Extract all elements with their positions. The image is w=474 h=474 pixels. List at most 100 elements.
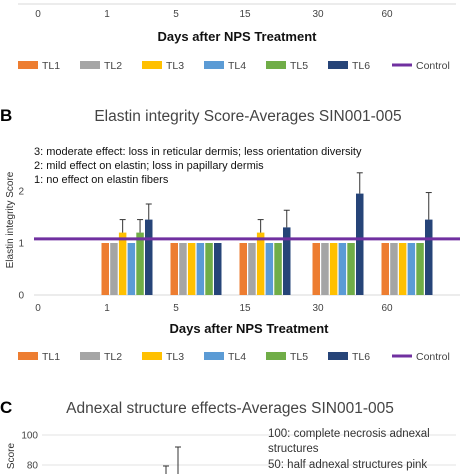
x-tick-label-60: 60: [381, 303, 393, 314]
chart-legend-swatch-tl4: [204, 352, 224, 360]
bar-tl5-day-1: [136, 232, 144, 295]
bar-tl3-day-60: [398, 243, 407, 295]
panel-c-note: structures: [268, 443, 319, 455]
bar-tl6-day-30: [356, 193, 364, 295]
panel-c-y-tick-80: 80: [27, 461, 39, 472]
panel-a-legend-label-control: Control: [416, 60, 450, 72]
bar-tl2-day-15: [248, 243, 256, 295]
bar-tl4-day-1: [127, 243, 136, 295]
bar-tl4-day-30: [338, 243, 347, 295]
bar-tl1-day-15: [239, 243, 247, 295]
y-tick-label-1: 1: [18, 239, 24, 250]
chart-legend-swatch-tl2: [80, 352, 100, 360]
bar-tl2-day-60: [390, 243, 398, 295]
panel-a-legend-label-tl6: TL6: [352, 60, 370, 72]
bar-tl3-day-15: [256, 232, 265, 295]
chart-legend-label-tl5: TL5: [290, 351, 308, 363]
bar-tl3-day-5: [187, 243, 196, 295]
bar-tl5-day-30: [347, 243, 355, 295]
panel-a-legend-label-tl5: TL5: [290, 60, 308, 72]
panel-a-legend-label-tl2: TL2: [104, 60, 122, 72]
annotation-note: 1: no effect on elastin fibers: [34, 174, 169, 186]
panel-a-x-tick-60: 60: [381, 9, 393, 20]
panel-a-legend-swatch-tl5: [266, 61, 286, 69]
bar-tl3-day-1: [118, 232, 127, 295]
bar-tl3-day-30: [329, 243, 338, 295]
annotation-note: 3: moderate effect: loss in reticular de…: [34, 146, 362, 158]
chart-legend-label-tl2: TL2: [104, 351, 122, 363]
bar-tl1-day-5: [170, 243, 178, 295]
bar-tl6-day-1: [145, 219, 153, 295]
panel-a-legend-label-tl4: TL4: [228, 60, 246, 72]
panel-a-legend-swatch-tl6: [328, 61, 348, 69]
panel-c: C Adnexal structure effects-Averages SIN…: [0, 398, 456, 474]
panel-b-notes: 3: moderate effect: loss in reticular de…: [34, 146, 362, 186]
panel-a-x-ticks: 0 1 5 15 30 60: [35, 9, 393, 20]
panel-a-x-tick-30: 30: [312, 9, 324, 20]
bars: [101, 193, 433, 295]
bar-tl6-day-15: [283, 227, 291, 295]
panel-c-y-axis-label: Score: [6, 443, 17, 470]
panel-c-note: 50: half adnexal structures pink: [268, 459, 427, 471]
x-tick-label-30: 30: [312, 303, 324, 314]
panel-c-y-tick-100: 100: [21, 431, 38, 442]
panel-a-x-axis-label: Days after NPS Treatment: [158, 29, 318, 44]
chart-title: Elastin integrity Score-Averages SIN001-…: [94, 108, 401, 125]
bar-tl1-day-60: [381, 243, 389, 295]
bar-tl2-day-30: [321, 243, 329, 295]
panel-a-x-tick-15: 15: [239, 9, 251, 20]
chart-legend-swatch-tl5: [266, 352, 286, 360]
bar-tl2-day-1: [110, 243, 118, 295]
panel-b-letter: B: [0, 106, 12, 125]
panel-c-y-ticks: 100 80: [21, 431, 38, 472]
panel-c-notes: 100: complete necrosis adnexal structures…: [268, 428, 430, 471]
panel-c-letter: C: [0, 398, 12, 417]
annotation-note: 2: mild effect on elastin; loss in papil…: [34, 160, 264, 172]
panel-a-legend-label-tl3: TL3: [166, 60, 184, 72]
x-tick-label-5: 5: [173, 303, 179, 314]
bar-tl6-day-60: [425, 219, 433, 295]
legend: TL1 TL2 TL3 TL4 TL5 TL6 Control: [18, 351, 450, 363]
bar-tl6-day-5: [214, 243, 222, 295]
chart-legend-label-tl4: TL4: [228, 351, 246, 363]
bar-tl4-day-60: [407, 243, 416, 295]
panel-a-legend-swatch-tl3: [142, 61, 162, 69]
bar-tl4-day-15: [265, 243, 274, 295]
x-tick-label-1: 1: [104, 303, 110, 314]
panel-a-bottom: 0 1 5 15 30 60 Days after NPS Treatment TL1 TL…: [18, 3, 456, 72]
panel-a-x-tick-1: 1: [104, 9, 110, 20]
error-bars: [119, 172, 432, 233]
chart-legend-label-tl3: TL3: [166, 351, 184, 363]
panel-c-note: 100: complete necrosis adnexal: [268, 428, 430, 440]
x-tick-label-0: 0: [35, 303, 41, 314]
bar-tl5-day-5: [205, 243, 213, 295]
y-tick-label-0: 0: [18, 291, 24, 302]
x-tick-label-15: 15: [239, 303, 251, 314]
panel-c-title: Adnexal structure effects-Averages SIN00…: [66, 400, 394, 417]
chart-legend-swatch-tl3: [142, 352, 162, 360]
chart-legend-label-tl1: TL1: [42, 351, 60, 363]
bar-tl5-day-15: [274, 243, 282, 295]
y-axis-ticks: 0 1 2: [18, 187, 24, 302]
bar-tl1-day-1: [101, 243, 109, 295]
panel-a-x-tick-0: 0: [35, 9, 41, 20]
bar-tl5-day-60: [416, 243, 424, 295]
bar-tl2-day-5: [179, 243, 187, 295]
panel-a-legend-swatch-tl4: [204, 61, 224, 69]
panel-a-legend-label-tl1: TL1: [42, 60, 60, 72]
chart-legend-label-control: Control: [416, 351, 450, 363]
chart-legend-swatch-tl6: [328, 352, 348, 360]
panel-a-legend: TL1 TL2 TL3 TL4 TL5 TL6 Control: [18, 60, 450, 72]
y-axis-label: Elastin integrity Score: [5, 171, 16, 268]
x-axis-label: Days after NPS Treatment: [170, 321, 330, 336]
bar-tl1-day-30: [312, 243, 320, 295]
chart-legend-label-tl6: TL6: [352, 351, 370, 363]
x-axis-ticks: 0 1 5 15 30 60: [35, 303, 393, 314]
panel-b: B Elastin integrity Score-Averages SIN00…: [0, 106, 460, 363]
panel-a-x-tick-5: 5: [173, 9, 179, 20]
bar-tl4-day-5: [196, 243, 205, 295]
chart-legend-swatch-tl1: [18, 352, 38, 360]
y-tick-label-2: 2: [18, 187, 24, 198]
panel-a-legend-swatch-tl1: [18, 61, 38, 69]
